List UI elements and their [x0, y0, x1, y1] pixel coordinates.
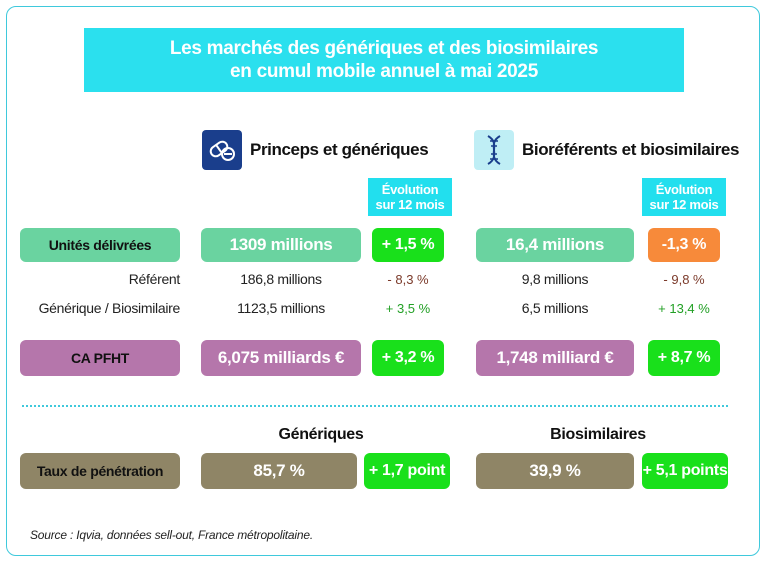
ca-left-value: 6,075 milliards €: [201, 340, 361, 376]
title-line-2: en cumul mobile annuel à mai 2025: [230, 61, 538, 82]
referent-left-value: 186,8 millions: [240, 271, 322, 287]
evolution-line-2: sur 12 mois: [375, 197, 445, 212]
evolution-line-1: Évolution: [381, 182, 439, 197]
penetration-right-value: 39,9 %: [476, 453, 634, 489]
units-left-value: 1309 millions: [201, 228, 361, 262]
ca-right-evolution: + 8,7 %: [648, 340, 720, 376]
ca-right-value: 1,748 milliard €: [476, 340, 634, 376]
title-banner: Les marchés des génériques et des biosim…: [84, 28, 684, 92]
units-label: Unités délivrées: [20, 228, 180, 262]
generique-right-evolution: + 13,4 %: [658, 301, 710, 316]
generique-left-value: 1123,5 millions: [237, 300, 325, 316]
evolution-line-1: Évolution: [655, 182, 713, 197]
source-note: Source : Iqvia, données sell-out, France…: [30, 528, 313, 542]
dna-icon: [474, 130, 514, 170]
section-title-bioreferents: Bioréférents et biosimilaires: [522, 140, 740, 159]
generiques-subtitle: Génériques: [278, 426, 364, 443]
title-line-1: Les marchés des génériques et des biosim…: [169, 38, 599, 59]
units-right-value: 16,4 millions: [476, 228, 634, 262]
ca-label: CA PFHT: [20, 340, 180, 376]
referent-right-value: 9,8 millions: [521, 271, 589, 287]
evolution-header-right: Évolution sur 12 mois: [642, 178, 726, 216]
referent-right-evolution: - 9,8 %: [663, 272, 705, 287]
generique-label: Générique / Biosimilaire: [38, 300, 181, 316]
generique-left-evolution: + 3,5 %: [385, 301, 431, 316]
section-header-bioreferents: Bioréférents et biosimilaires: [474, 130, 739, 170]
penetration-left-value: 85,7 %: [201, 453, 357, 489]
biosimilaires-subtitle: Biosimilaires: [550, 426, 646, 443]
units-left-evolution: + 1,5 %: [372, 228, 444, 262]
dotted-divider: [22, 405, 728, 407]
evolution-line-2: sur 12 mois: [649, 197, 719, 212]
referent-left-evolution: - 8,3 %: [387, 272, 429, 287]
units-right-evolution: -1,3 %: [648, 228, 720, 262]
penetration-left-evolution: + 1,7 point: [364, 453, 450, 489]
penetration-right-evolution: + 5,1 points: [642, 453, 728, 489]
referent-label: Référent: [128, 271, 181, 287]
generique-right-value: 6,5 millions: [521, 300, 589, 316]
evolution-header-left: Évolution sur 12 mois: [368, 178, 452, 216]
section-header-princeps: Princeps et génériques: [202, 130, 429, 170]
ca-left-evolution: + 3,2 %: [372, 340, 444, 376]
penetration-label: Taux de pénétration: [20, 453, 180, 489]
pill-capsule-icon: [202, 130, 242, 170]
infographic-frame: [6, 6, 760, 556]
section-title-princeps: Princeps et génériques: [250, 140, 429, 159]
